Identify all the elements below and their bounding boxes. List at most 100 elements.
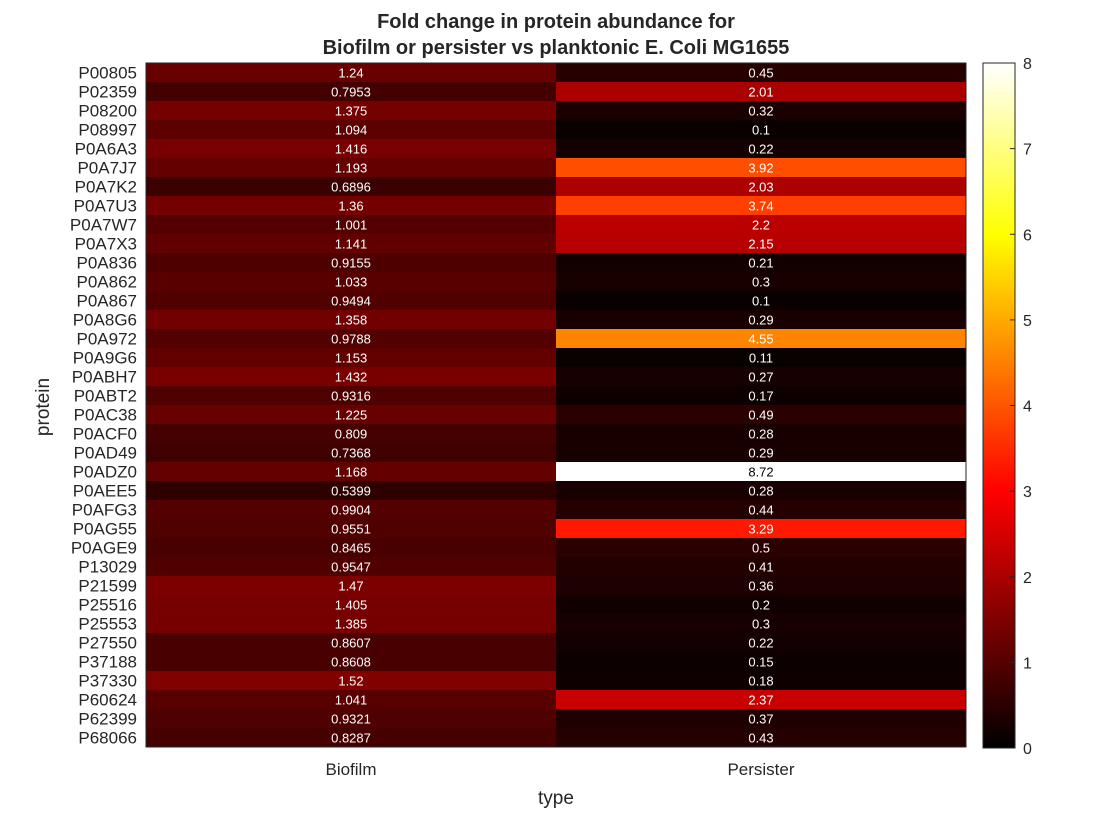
cell-value-label: 0.22: [748, 142, 773, 157]
heatmap-cell: [556, 443, 966, 462]
x-tick-label: Biofilm: [325, 760, 376, 779]
colorbar-ticks: 0 1 2 3 4 5 6 7 8: [1010, 56, 1032, 758]
heatmap-cell: [556, 633, 966, 652]
heatmap-cell: [556, 595, 966, 614]
cell-value-label: 1.153: [335, 351, 368, 366]
heatmap-cell: [556, 139, 966, 158]
heatmap-cell: [146, 120, 556, 139]
colorbar-tick-label: 7: [1023, 142, 1032, 159]
y-tick-label: P25516: [78, 596, 137, 615]
heatmap-cell: [556, 728, 966, 747]
x-tick-labels: Biofilm Persister: [325, 760, 794, 779]
y-tick-label: P0ABT2: [74, 387, 137, 406]
y-tick-label: P60624: [78, 691, 137, 710]
cell-value-label: 3.29: [748, 522, 773, 537]
heatmap-cell: [556, 82, 966, 101]
cell-value-label: 1.405: [335, 598, 368, 613]
colorbar-tick-label: 8: [1023, 56, 1032, 73]
y-tick-label: P0ADZ0: [73, 463, 137, 482]
heatmap-cell: [146, 481, 556, 500]
cell-value-label: 3.74: [748, 199, 773, 214]
heatmap-cell: [556, 386, 966, 405]
y-tick-label: P37330: [78, 672, 137, 691]
heatmap-cell: [146, 538, 556, 557]
cell-value-label: 1.47: [338, 579, 363, 594]
cell-value-label: 0.8287: [331, 731, 371, 746]
y-axis-label: protein: [33, 378, 54, 436]
cell-value-label: 0.37: [748, 712, 773, 727]
cell-value-label: 0.7953: [331, 85, 371, 100]
cell-value-label: 1.358: [335, 313, 368, 328]
cell-value-label: 1.168: [335, 465, 368, 480]
cell-value-label: 0.9788: [331, 332, 371, 347]
colorbar-tick-label: 2: [1023, 570, 1032, 587]
x-axis-label: type: [538, 788, 574, 809]
colorbar-tick-label: 1: [1023, 655, 1032, 672]
heatmap-frame: [145, 62, 967, 748]
heatmap-cell: [556, 519, 966, 538]
heatmap-cell: [146, 386, 556, 405]
cell-value-label: 0.49: [748, 408, 773, 423]
cell-value-label: 0.6896: [331, 180, 371, 195]
colorbar-tick-label: 6: [1023, 227, 1032, 244]
heatmap-cell: [146, 367, 556, 386]
cell-value-label: 0.809: [335, 427, 368, 442]
cell-value-label: 0.9494: [331, 294, 371, 309]
cell-value-label: 8.72: [748, 465, 773, 480]
heatmap-cell: [146, 576, 556, 595]
cell-value-label: 0.2: [752, 598, 770, 613]
chart-title-line-1: Fold change in protein abundance for: [377, 11, 735, 33]
cell-value-label: 0.18: [748, 674, 773, 689]
heatmap-cell: [146, 253, 556, 272]
colorbar-tick-label: 0: [1023, 741, 1032, 758]
heatmap-cell: [556, 291, 966, 310]
cell-value-label: 0.8607: [331, 636, 371, 651]
y-tick-label: P37188: [78, 653, 137, 672]
heatmap-cell: [146, 728, 556, 747]
cell-value-label: 0.3: [752, 617, 770, 632]
cell-value-label: 0.9316: [331, 389, 371, 404]
cell-value-label: 0.28: [748, 427, 773, 442]
heatmap-cell: [556, 462, 966, 481]
heatmap-cell: [556, 253, 966, 272]
heatmap-cell: [556, 234, 966, 253]
heatmap-cell: [556, 405, 966, 424]
cell-value-label: 0.32: [748, 104, 773, 119]
y-tick-label: P0A867: [77, 292, 138, 311]
y-tick-label: P00805: [78, 64, 137, 83]
heatmap-cell: [556, 367, 966, 386]
heatmap-cell: [556, 101, 966, 120]
y-tick-label: P21599: [78, 577, 137, 596]
heatmap-cell: [556, 196, 966, 215]
cell-value-label: 0.11: [749, 351, 773, 366]
cell-value-label: 0.44: [748, 503, 773, 518]
y-tick-label: P0A836: [77, 254, 138, 273]
y-tick-label: P0A6A3: [75, 140, 137, 159]
heatmap-cell: [146, 272, 556, 291]
cell-value-label: 4.55: [748, 332, 773, 347]
chart-title-line-2: Biofilm or persister vs planktonic E. Co…: [323, 37, 790, 59]
heatmap-cell: [146, 595, 556, 614]
y-tick-label: P0AFG3: [72, 501, 137, 520]
cell-value-label: 0.8465: [331, 541, 371, 556]
heatmap-cell: [146, 291, 556, 310]
y-tick-label: P0A8G6: [73, 311, 137, 330]
heatmap-cell: [556, 310, 966, 329]
heatmap-cell: [146, 158, 556, 177]
heatmap-cell: [556, 120, 966, 139]
cell-value-label: 1.033: [335, 275, 368, 290]
heatmap-cell: [556, 500, 966, 519]
heatmap-cell: [146, 519, 556, 538]
heatmap-cell: [146, 709, 556, 728]
cell-value-label: 0.9321: [331, 712, 371, 727]
heatmap-cell: [556, 709, 966, 728]
heatmap-cell: [146, 63, 556, 82]
cell-value-label: 0.8608: [331, 655, 371, 670]
colorbar-tick-label: 5: [1023, 313, 1032, 330]
heatmap-cell: [146, 557, 556, 576]
x-tick-label: Persister: [727, 760, 794, 779]
y-tick-label: P62399: [78, 710, 137, 729]
cell-value-label: 2.37: [748, 693, 773, 708]
colorbar-tick-label: 3: [1023, 484, 1032, 501]
